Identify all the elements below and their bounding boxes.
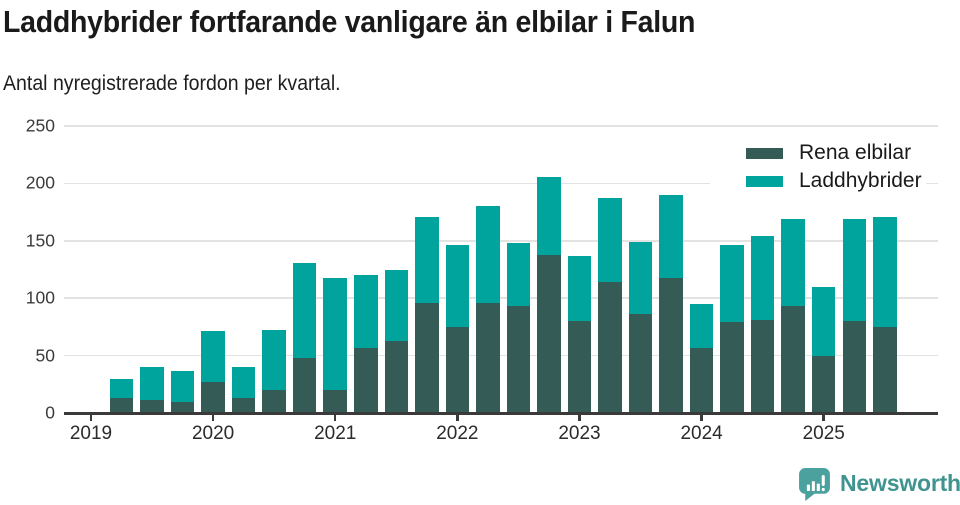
bar-segment-rena-elbilar-2020-q1 xyxy=(201,382,225,413)
gridline-150 xyxy=(64,240,938,242)
legend-item-laddhybrider: Laddhybrider xyxy=(746,167,926,195)
bar-segment-rena-elbilar-2025-q3 xyxy=(873,326,897,413)
x-axis-tick-2025 xyxy=(822,414,825,421)
y-axis-tick-label: 100 xyxy=(25,287,55,308)
legend-item-rena-elbilar: Rena elbilar xyxy=(746,139,926,167)
gridline-200 xyxy=(64,182,938,185)
bar-segment-laddhybrider-2019-q4 xyxy=(170,370,195,402)
bar-segment-laddhybrider-2023-q4 xyxy=(659,194,683,278)
brand-name: Newsworthy xyxy=(840,470,960,496)
bar-segment-rena-elbilar-2023-q2 xyxy=(598,282,622,413)
stacked-bar-chart: 0 50 100 150 200 250 2019 2020 2021 2022 2023 2024 2… xyxy=(0,113,960,461)
bar-segment-rena-elbilar-2023-q4 xyxy=(659,277,683,413)
legend-label-laddhybrider: Laddhybrider xyxy=(799,169,922,192)
bar-segment-laddhybrider-2022-q1 xyxy=(445,245,470,327)
bar-segment-laddhybrider-2023-q1 xyxy=(567,255,592,322)
bar-segment-rena-elbilar-2019-q4 xyxy=(170,401,195,413)
bar-segment-laddhybrider-2023-q3 xyxy=(628,241,653,315)
bar-segment-laddhybrider-2022-q2 xyxy=(476,206,500,303)
legend-label-rena-elbilar: Rena elbilar xyxy=(799,141,912,164)
bar-segment-rena-elbilar-2022-q2 xyxy=(476,302,500,413)
bar-segment-laddhybrider-2020-q1 xyxy=(201,331,225,382)
plot-area: 0 50 100 150 200 250 2019 2020 2021 2022 2023 2024 2… xyxy=(0,113,960,461)
x-axis-tick-2024 xyxy=(700,414,703,421)
bar-segment-laddhybrider-2021-q4 xyxy=(415,216,439,303)
x-axis-year-label: 2024 xyxy=(680,423,723,444)
bar-segment-laddhybrider-2025-q2 xyxy=(842,218,866,322)
bar-segment-rena-elbilar-2021-q3 xyxy=(384,340,409,413)
logo-bar-glyphs xyxy=(806,475,825,492)
bar-segment-rena-elbilar-2025-q1 xyxy=(811,355,836,413)
bar-segment-rena-elbilar-2020-q3 xyxy=(262,390,286,413)
legend-swatch-rena-elbilar xyxy=(746,147,783,159)
x-axis-tick-2023 xyxy=(578,414,581,421)
bar-segment-laddhybrider-2021-q3 xyxy=(384,269,409,341)
gridline-100 xyxy=(64,297,938,299)
y-axis-tick-label: 50 xyxy=(35,344,55,365)
bar-segment-laddhybrider-2024-q3 xyxy=(750,236,775,320)
bar-segment-rena-elbilar-2022-q1 xyxy=(445,326,470,413)
bar-segment-laddhybrider-2023-q2 xyxy=(598,198,622,283)
bar-segment-laddhybrider-2021-q2 xyxy=(354,275,378,348)
gridline-250 xyxy=(64,125,938,127)
bar-segment-rena-elbilar-2020-q4 xyxy=(292,357,317,413)
bar-segment-rena-elbilar-2022-q4 xyxy=(537,254,561,413)
bar-segment-laddhybrider-2022-q4 xyxy=(537,176,561,255)
legend-swatch-laddhybrider xyxy=(746,175,783,187)
bar-segment-rena-elbilar-2023-q3 xyxy=(628,314,653,413)
bar-segment-rena-elbilar-2024-q2 xyxy=(720,322,744,413)
bar-segment-laddhybrider-2019-q3 xyxy=(140,367,164,401)
bar-segment-laddhybrider-2020-q2 xyxy=(231,367,256,399)
bar-segment-laddhybrider-2021-q1 xyxy=(323,277,347,391)
x-axis-year-label: 2022 xyxy=(436,423,479,444)
bar-segment-laddhybrider-2019-q2 xyxy=(109,378,134,399)
bar-segment-rena-elbilar-2021-q4 xyxy=(415,302,439,413)
chart-title: Laddhybrider fortfarande vanligare än el… xyxy=(3,4,696,39)
bar-segment-rena-elbilar-2021-q1 xyxy=(323,390,347,413)
bar-segment-rena-elbilar-2023-q1 xyxy=(567,321,592,413)
y-axis-tick-label: 250 xyxy=(25,115,55,136)
x-axis-tick-2020 xyxy=(211,414,215,421)
bar-segment-laddhybrider-2024-q4 xyxy=(781,218,805,307)
bar-segment-rena-elbilar-2019-q2 xyxy=(109,398,134,413)
bar-segment-rena-elbilar-2024-q4 xyxy=(781,306,805,413)
newsworthy-branding: Newsworthy xyxy=(797,466,960,501)
bar-segment-rena-elbilar-2025-q2 xyxy=(842,321,866,413)
x-axis-tick-2022 xyxy=(456,414,459,421)
bar-segment-rena-elbilar-2019-q3 xyxy=(140,400,164,413)
legend: Rena elbilar Laddhybrider xyxy=(710,139,926,195)
x-axis-year-label: 2023 xyxy=(558,423,601,444)
y-axis-tick-label: 150 xyxy=(25,230,55,251)
x-axis-year-label: 2021 xyxy=(314,423,357,444)
x-axis-line xyxy=(64,411,938,415)
chart-subtitle: Antal nyregistrerade fordon per kvartal. xyxy=(3,72,341,95)
newsworthy-logo-icon xyxy=(799,468,830,501)
x-axis-year-label: 2019 xyxy=(69,423,113,444)
bar-segment-rena-elbilar-2022-q3 xyxy=(506,306,531,413)
bar-segment-laddhybrider-2025-q1 xyxy=(811,286,836,356)
bar-segment-laddhybrider-2022-q3 xyxy=(506,243,531,307)
bar-segment-rena-elbilar-2024-q3 xyxy=(750,320,775,413)
bar-segment-laddhybrider-2020-q4 xyxy=(292,262,317,358)
x-axis-tick-2019 xyxy=(89,414,93,421)
x-axis-year-label: 2025 xyxy=(802,423,845,444)
bar-segment-laddhybrider-2024-q2 xyxy=(720,245,744,323)
bar-segment-rena-elbilar-2021-q2 xyxy=(354,347,378,413)
y-axis-tick-label: 200 xyxy=(25,172,55,193)
bar-segment-laddhybrider-2020-q3 xyxy=(262,330,286,391)
bar-segment-laddhybrider-2024-q1 xyxy=(689,303,714,348)
bar-segment-rena-elbilar-2020-q2 xyxy=(231,398,256,413)
y-axis-tick-label: 0 xyxy=(45,402,55,423)
x-axis-tick-2021 xyxy=(333,414,337,421)
bar-segment-rena-elbilar-2024-q1 xyxy=(689,347,714,413)
gridline-50 xyxy=(64,354,938,357)
x-axis-year-label: 2020 xyxy=(191,423,235,444)
bar-segment-laddhybrider-2025-q3 xyxy=(873,216,897,327)
